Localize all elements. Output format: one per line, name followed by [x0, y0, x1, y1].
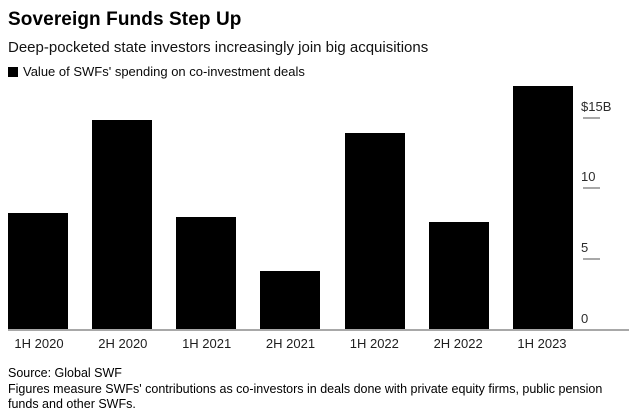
x-axis-label: 2H 2020	[98, 336, 148, 351]
y-tick-dash	[583, 116, 600, 119]
y-tick-label: $15B	[581, 98, 612, 114]
legend-label: Value of SWFs' spending on co-investment…	[23, 64, 305, 79]
x-axis-label: 1H 2022	[349, 336, 399, 351]
legend: Value of SWFs' spending on co-investment…	[8, 64, 621, 79]
x-axis-labels: 1H 2020 2H 2020 1H 2021 2H 2021 1H 2022 2H 20…	[8, 336, 573, 351]
y-tick-label: 10	[581, 169, 596, 185]
x-axis-label: 2H 2021	[265, 336, 316, 351]
y-tick-dash	[583, 187, 600, 190]
plot-area	[8, 85, 573, 330]
footer: Source: Global SWF Figures measure SWFs'…	[8, 366, 621, 413]
x-axis-baseline	[8, 329, 629, 331]
bar-2h-2020	[92, 120, 153, 330]
footnote-text: Figures measure SWFs' contributions as c…	[8, 381, 603, 412]
x-axis-label: 2H 2022	[433, 336, 483, 351]
y-axis: $15B 10 5 0	[573, 85, 629, 330]
legend-square-icon	[8, 66, 18, 77]
bar-2h-2022	[428, 222, 489, 330]
bar-1h-2021	[176, 216, 237, 330]
y-tick-dash	[583, 258, 600, 261]
page-subtitle: Deep-pocketed state investors increasing…	[8, 39, 429, 56]
x-axis-label: 1H 2021	[182, 336, 232, 351]
x-axis-label: 1H 2020	[14, 336, 64, 351]
bar-1h-2023	[512, 86, 573, 330]
y-tick-label: 0	[581, 311, 589, 326]
bar-1h-2022	[344, 133, 405, 330]
x-axis-label: 1H 2023	[517, 336, 567, 351]
page-title: Sovereign Funds Step Up	[8, 9, 242, 30]
bar-2h-2021	[260, 270, 321, 330]
y-tick-label: 5	[581, 240, 589, 256]
bar-chart: $15B 10 5 0	[8, 85, 629, 331]
bar-1h-2020	[8, 212, 68, 330]
source-text: Source: Global SWF	[8, 366, 122, 380]
